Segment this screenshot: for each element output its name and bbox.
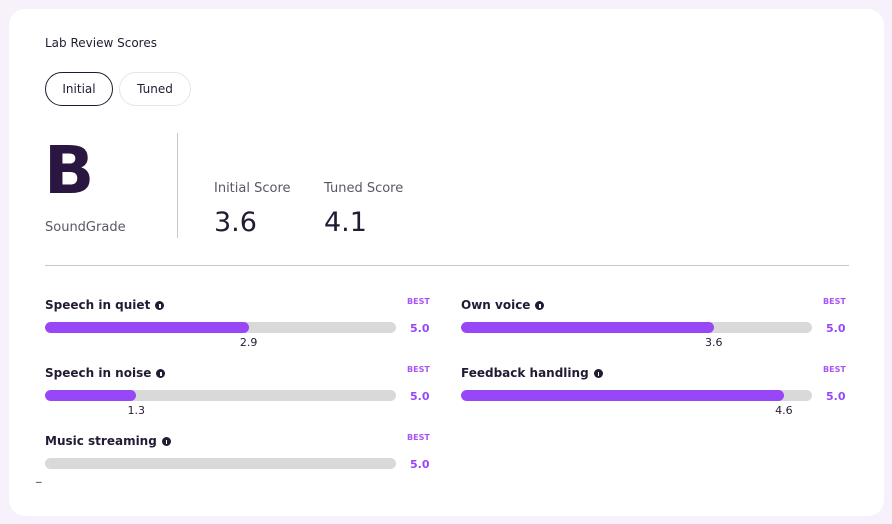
- card-title: Lab Review Scores: [45, 36, 157, 50]
- best-label: BEST: [823, 297, 846, 306]
- max-value: 5.0: [410, 458, 430, 471]
- max-value: 5.0: [826, 322, 846, 335]
- info-icon[interactable]: [155, 301, 165, 310]
- max-value: 5.0: [410, 322, 430, 335]
- metric-name: Own voice: [461, 298, 545, 312]
- info-icon[interactable]: [535, 301, 545, 310]
- bar-track: [45, 458, 396, 469]
- score-label: Initial Score: [214, 181, 291, 196]
- bar-track: [45, 390, 396, 401]
- value-label: _: [36, 470, 42, 483]
- bar-fill: [45, 390, 137, 401]
- info-icon[interactable]: [156, 369, 166, 378]
- grade-letter: B: [44, 132, 95, 209]
- bar-track: [461, 322, 812, 333]
- value-label: 1.3: [127, 404, 146, 417]
- grade-label: SoundGrade: [45, 220, 126, 235]
- metric-name: Feedback handling: [461, 366, 603, 380]
- tab[interactable]: Initial: [45, 72, 113, 106]
- best-label: BEST: [407, 365, 430, 374]
- score-label: Tuned Score: [324, 181, 404, 196]
- metric-name: Speech in quiet: [45, 298, 165, 312]
- metric-name: Speech in noise: [45, 366, 166, 380]
- value-label: 4.6: [775, 404, 793, 417]
- review-card: Lab Review Scores Initial Tuned B SoundG…: [9, 9, 884, 516]
- divider: [45, 265, 849, 266]
- best-label: BEST: [407, 433, 430, 442]
- score-value: 3.6: [214, 207, 257, 238]
- best-label: BEST: [823, 365, 846, 374]
- metric-name: Music streaming: [45, 434, 171, 448]
- bar-fill: [45, 322, 249, 333]
- divider: [177, 133, 178, 238]
- max-value: 5.0: [826, 390, 846, 403]
- bar-track: [45, 322, 396, 333]
- value-label: 3.6: [704, 336, 723, 349]
- bar-track: [461, 390, 812, 401]
- info-icon[interactable]: [593, 369, 603, 378]
- tab[interactable]: Tuned: [119, 72, 191, 106]
- info-icon[interactable]: [161, 437, 171, 446]
- bar-fill: [461, 322, 714, 333]
- best-label: BEST: [407, 297, 430, 306]
- score-value: 4.1: [324, 207, 367, 238]
- value-label: 2.9: [239, 336, 258, 349]
- bar-fill: [461, 390, 784, 401]
- max-value: 5.0: [410, 390, 430, 403]
